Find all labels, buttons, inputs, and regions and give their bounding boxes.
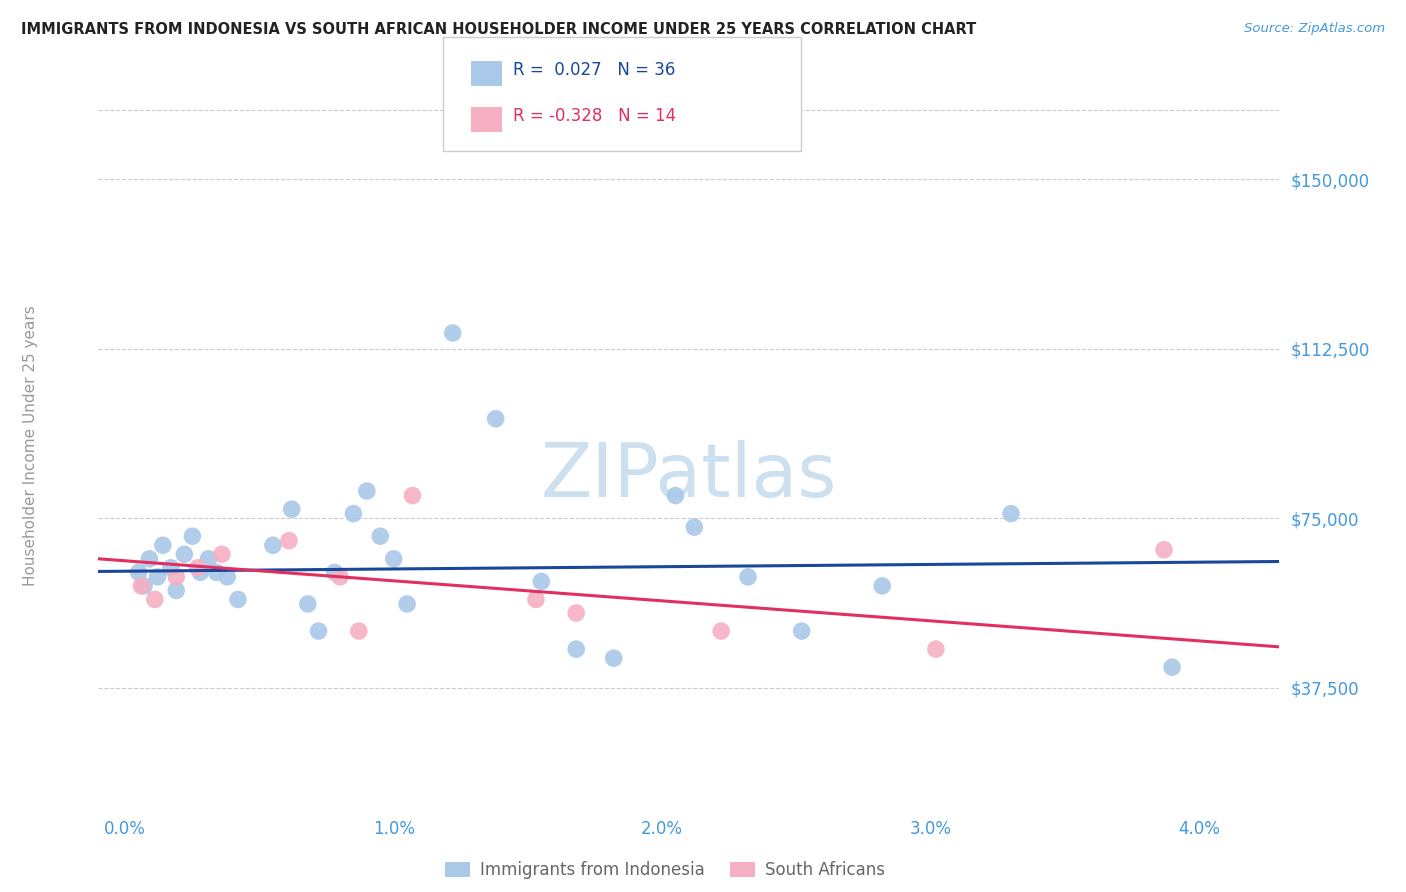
Point <box>347 624 370 638</box>
Point <box>262 538 284 552</box>
Point <box>128 566 150 580</box>
Point <box>790 624 813 638</box>
Point <box>181 529 204 543</box>
Point <box>565 642 588 657</box>
Text: R = -0.328   N = 14: R = -0.328 N = 14 <box>513 107 676 125</box>
Point <box>683 520 706 534</box>
Point <box>565 606 588 620</box>
Point <box>329 570 352 584</box>
Text: Householder Income Under 25 years: Householder Income Under 25 years <box>24 306 38 586</box>
Point <box>603 651 626 665</box>
Point <box>710 624 733 638</box>
Point <box>308 624 330 638</box>
Point <box>165 570 187 584</box>
Point <box>441 326 464 340</box>
Point <box>396 597 419 611</box>
Point <box>280 502 302 516</box>
Point <box>356 484 378 499</box>
Legend: Immigrants from Indonesia, South Africans: Immigrants from Indonesia, South African… <box>439 855 891 886</box>
Point <box>173 547 195 561</box>
Point <box>190 566 212 580</box>
Point <box>737 570 759 584</box>
Point <box>401 489 423 503</box>
Text: Source: ZipAtlas.com: Source: ZipAtlas.com <box>1244 22 1385 36</box>
Point <box>143 592 166 607</box>
Point <box>368 529 391 543</box>
Point <box>1153 542 1175 557</box>
Point <box>138 551 160 566</box>
Point <box>278 533 301 548</box>
Point <box>485 411 508 425</box>
Point <box>152 538 174 552</box>
Point <box>211 547 233 561</box>
Point <box>1000 507 1022 521</box>
Text: ZIPatlas: ZIPatlas <box>541 440 837 513</box>
Point <box>187 561 209 575</box>
Point <box>160 561 183 575</box>
Point <box>297 597 319 611</box>
Point <box>226 592 249 607</box>
Point <box>146 570 169 584</box>
Point <box>524 592 547 607</box>
Point <box>870 579 893 593</box>
Point <box>925 642 948 657</box>
Point <box>205 566 228 580</box>
Point <box>323 566 346 580</box>
Point <box>1161 660 1184 674</box>
Point <box>131 579 153 593</box>
Point <box>165 583 187 598</box>
Text: R =  0.027   N = 36: R = 0.027 N = 36 <box>513 61 675 78</box>
Point <box>342 507 364 521</box>
Text: IMMIGRANTS FROM INDONESIA VS SOUTH AFRICAN HOUSEHOLDER INCOME UNDER 25 YEARS COR: IMMIGRANTS FROM INDONESIA VS SOUTH AFRIC… <box>21 22 976 37</box>
Point <box>664 489 686 503</box>
Point <box>197 551 219 566</box>
Point <box>132 579 155 593</box>
Point <box>530 574 553 589</box>
Point <box>382 551 405 566</box>
Point <box>217 570 239 584</box>
